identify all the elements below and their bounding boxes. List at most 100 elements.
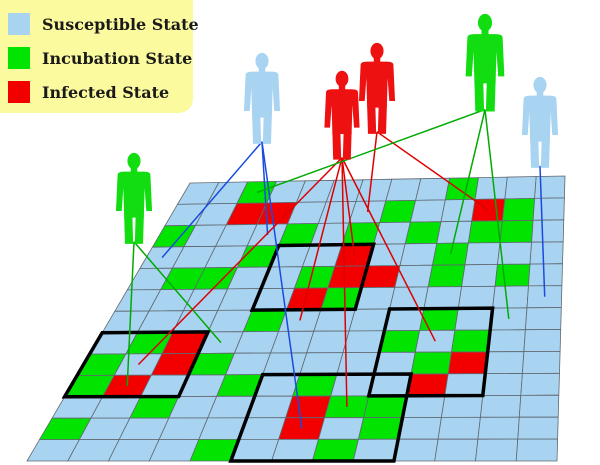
person-susceptible-icon (243, 52, 281, 144)
connection-line (256, 108, 486, 194)
neighborhood-box (61, 330, 211, 399)
person-incubation-icon (115, 152, 153, 244)
grid-cell (484, 351, 525, 375)
legend-item-infected: Infected State (8, 75, 193, 109)
people-layer (115, 13, 559, 244)
grid-cell (299, 352, 344, 375)
grid-cell (423, 286, 463, 310)
incubation-cell (404, 221, 442, 245)
susceptible-swatch (8, 13, 30, 35)
grid-cell (454, 307, 494, 331)
grid-cell (270, 330, 315, 354)
grid-cell (440, 395, 484, 418)
legend-item-susceptible: Susceptible State (8, 7, 199, 41)
connection-line (366, 131, 378, 213)
incubation-cell (501, 197, 536, 222)
grid-cell (523, 329, 562, 353)
grid-cell (524, 307, 562, 331)
grid-cell (394, 264, 433, 288)
person-infected-icon (358, 42, 396, 134)
connection-line (376, 131, 489, 211)
grid-cell (531, 219, 565, 243)
connection-line (299, 157, 343, 321)
connection-line (133, 241, 222, 344)
neighborhood-box (366, 306, 495, 398)
grid-cell (397, 416, 442, 440)
grid-cell (399, 242, 438, 267)
incubation-cell (444, 177, 479, 201)
person-incubation-icon (465, 13, 505, 112)
grid-cell (402, 395, 446, 418)
grid-cell (521, 350, 561, 374)
legend: Susceptible State Incubation State Infec… (0, 0, 199, 113)
grid-cell (461, 263, 498, 288)
grid-cell (482, 373, 523, 396)
connection-line (484, 109, 510, 319)
grid-cell (520, 372, 560, 396)
grid-cell (262, 352, 308, 376)
connection-line (449, 109, 486, 255)
connection-line (341, 157, 348, 407)
connection-line (261, 141, 269, 235)
grid-cell (271, 438, 320, 462)
grid-cell (440, 198, 476, 223)
legend-label-susceptible: Susceptible State (42, 14, 199, 34)
grid-cell (437, 416, 481, 440)
grid-cell (534, 175, 566, 199)
grid-cell (479, 394, 522, 418)
grid-cell (317, 417, 365, 440)
grid-cell (457, 285, 496, 309)
grid-cell (330, 373, 375, 397)
incubation-cell (311, 438, 359, 462)
incubation-cell (357, 417, 403, 440)
grid-cell (336, 351, 380, 375)
grid-cell (306, 330, 350, 354)
incubation-cell (410, 351, 452, 375)
grid-cell (517, 416, 559, 440)
grid-cell (504, 176, 537, 200)
connection-line (126, 241, 135, 386)
neighborhood-box (228, 372, 414, 463)
grid-cell (415, 177, 451, 201)
connection-line (539, 165, 546, 297)
incubation-cell (451, 329, 491, 353)
connection-line (341, 157, 356, 256)
incubation-cell (494, 263, 531, 287)
connection-line (261, 141, 303, 429)
legend-label-incubation: Incubation State (42, 48, 193, 68)
neighborhood-box (249, 242, 376, 312)
infected-cell (278, 417, 326, 440)
connection-line (161, 141, 263, 259)
grid-cell (373, 221, 411, 245)
grid-cell (393, 438, 439, 462)
grid-cell (474, 176, 508, 200)
infected-swatch (8, 81, 30, 103)
neighborhood-boxes (61, 242, 495, 463)
grid-cell (313, 308, 356, 332)
grid-cell (487, 329, 526, 353)
grid-layer (26, 175, 566, 462)
legend-label-infected: Infected State (42, 82, 170, 102)
grid-cell (518, 394, 560, 418)
person-infected-icon (324, 70, 360, 160)
connection-line (341, 157, 436, 342)
grid-cell (477, 416, 520, 440)
grid-cell (352, 438, 399, 462)
infected-cell (406, 373, 449, 397)
incubation-cell (419, 307, 459, 331)
incubation-cell (292, 373, 338, 397)
grid-cell (528, 263, 563, 287)
infected-cell (285, 395, 332, 419)
infected-cell (447, 351, 489, 375)
grid-cell (475, 438, 519, 462)
grid-cell (529, 241, 564, 265)
grid-cell (532, 197, 565, 221)
grid-cell (368, 373, 412, 397)
grid-cell (409, 199, 446, 223)
grid-cell (385, 178, 422, 202)
legend-item-incubation: Incubation State (8, 41, 193, 75)
grid-cell (434, 438, 479, 462)
grid-cell (515, 438, 559, 462)
